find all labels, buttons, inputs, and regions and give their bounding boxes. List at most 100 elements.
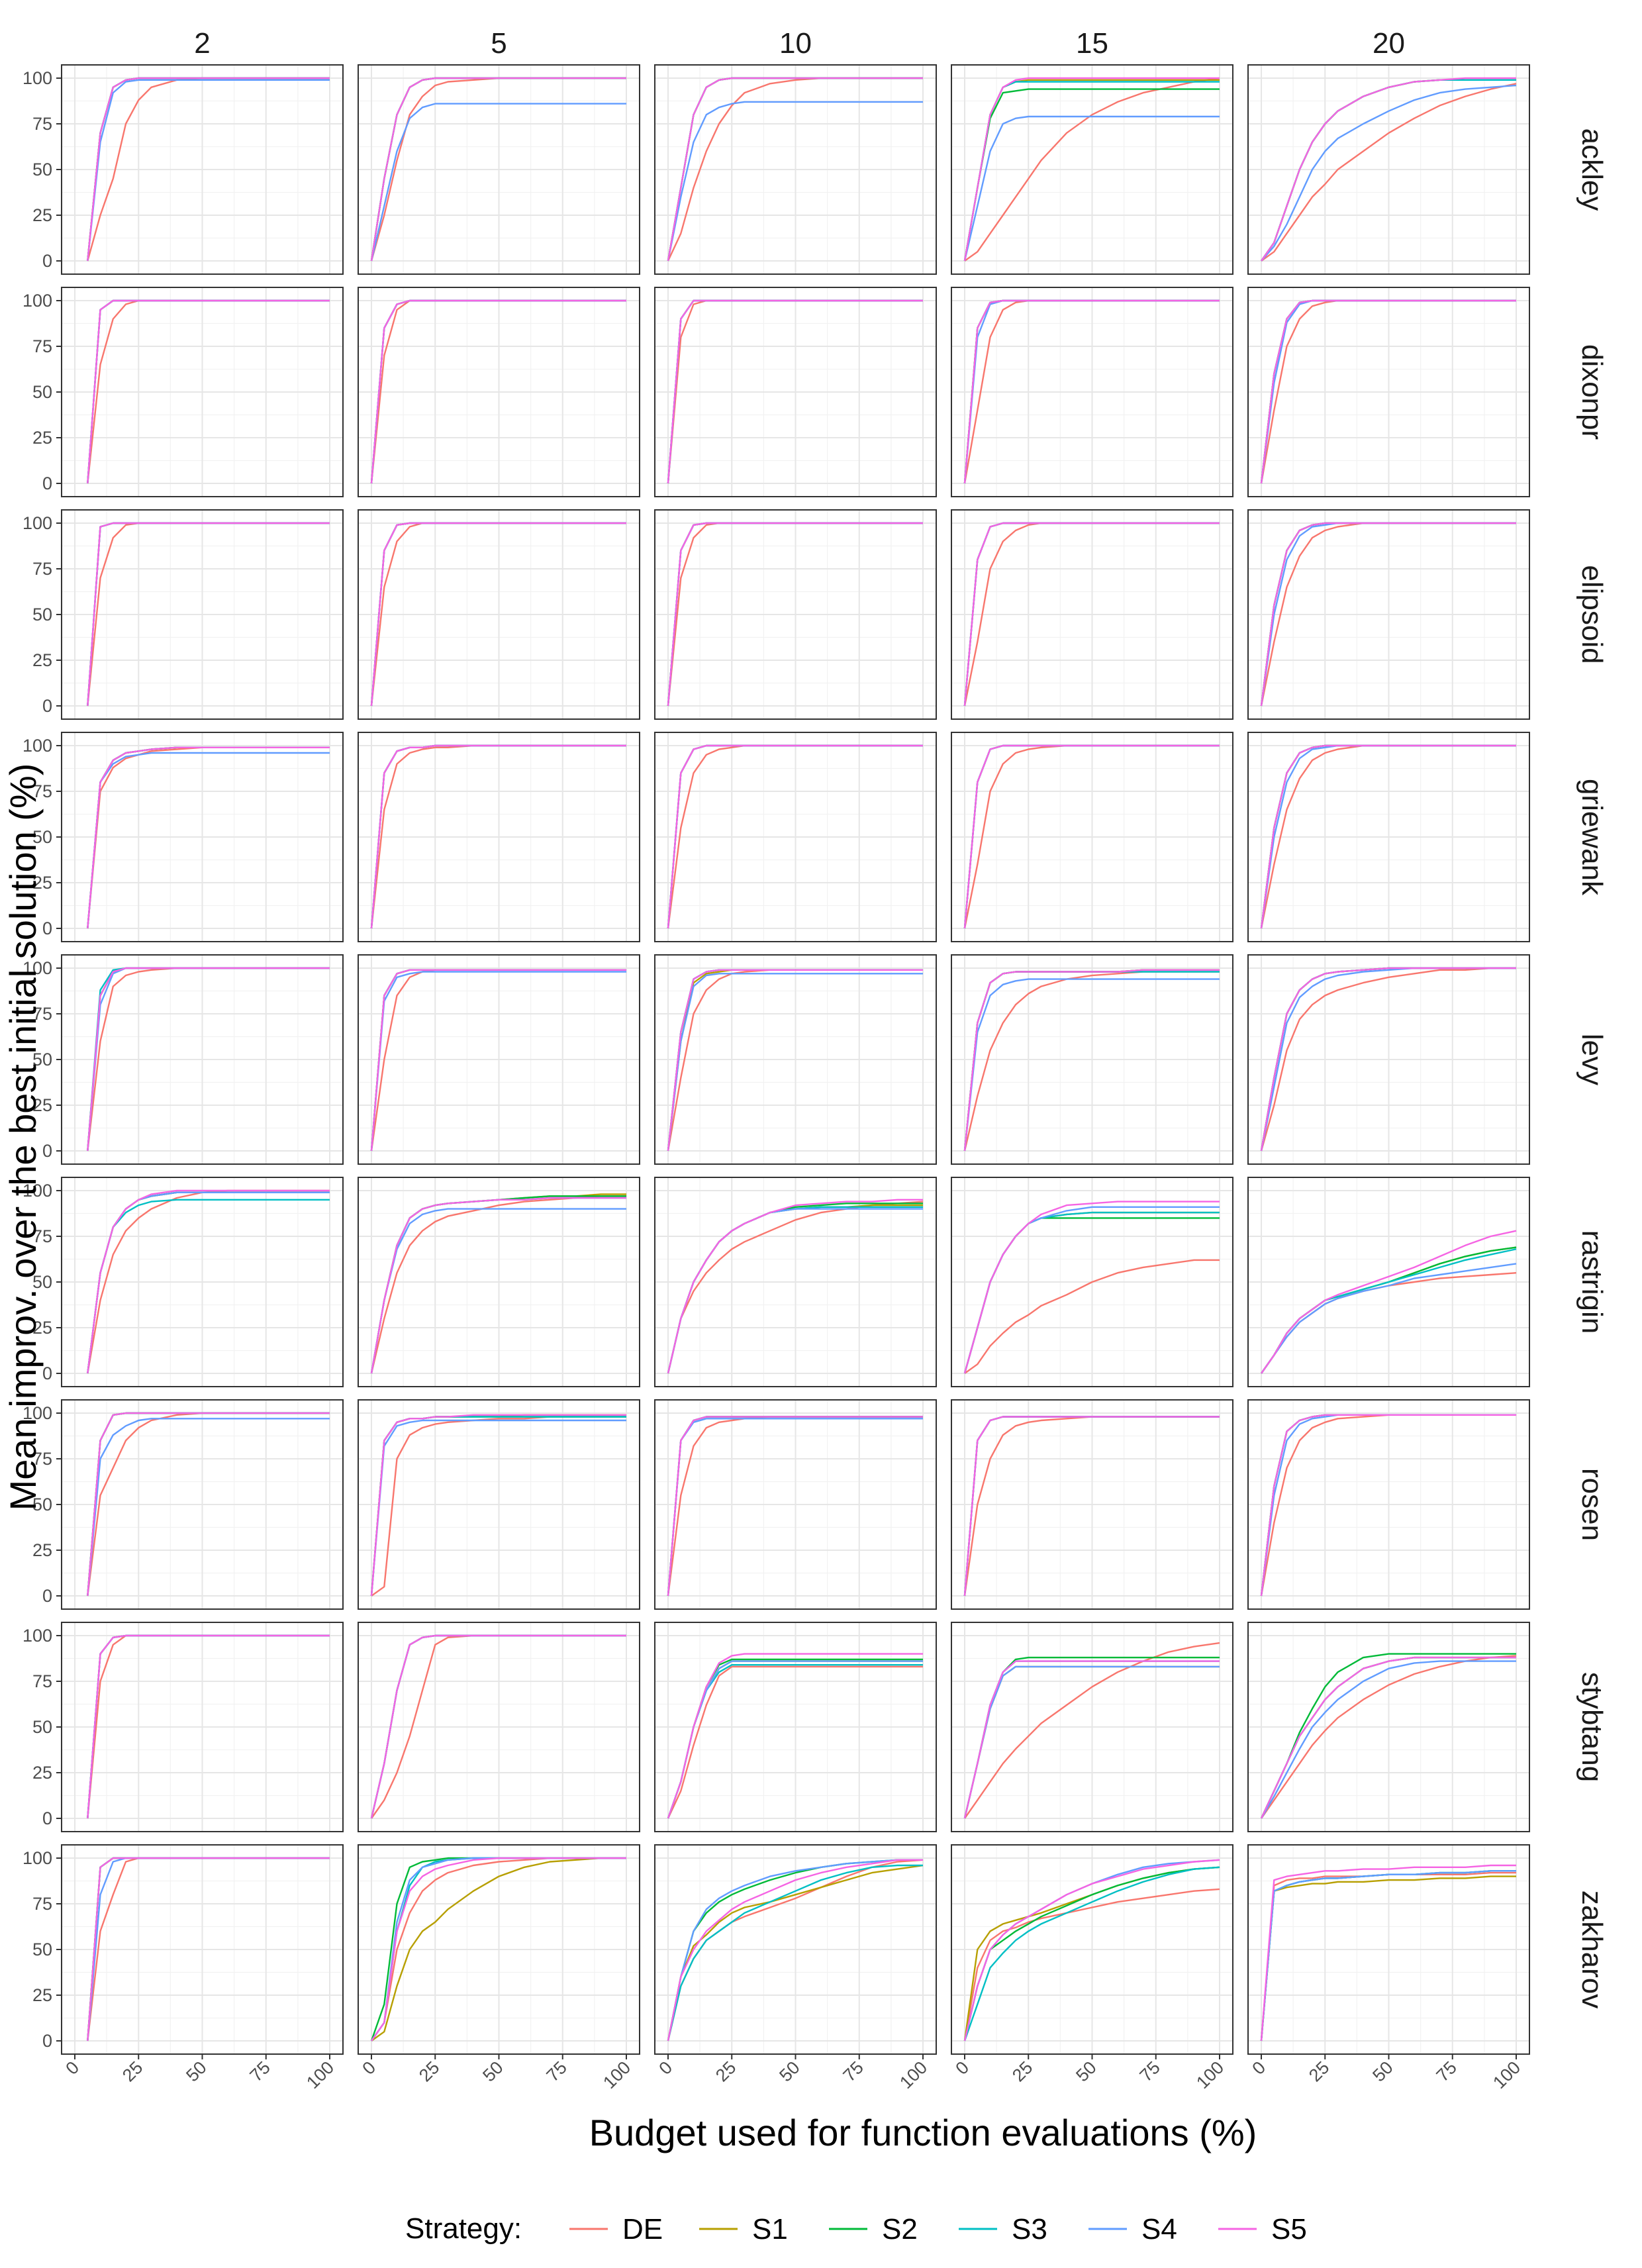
panel-zakharov-5 bbox=[358, 1844, 640, 2055]
y-tick-label: 75 bbox=[32, 1449, 52, 1469]
series-line-s4 bbox=[667, 1859, 923, 2042]
panel-border bbox=[1247, 64, 1530, 275]
series-line-s4 bbox=[963, 978, 1220, 1152]
series-line-s5 bbox=[1260, 299, 1516, 484]
x-axis-ticks: 0 25 50 75 100 0 25 50 75 100 0 25 50 75 100 0 25 50 75 100… bbox=[62, 2054, 1524, 2093]
series-line-s5 bbox=[87, 1634, 330, 1819]
series-line-s5 bbox=[963, 77, 1220, 262]
series-line-s5 bbox=[667, 744, 923, 929]
panel-border bbox=[358, 509, 640, 720]
x-tick-label: 75 bbox=[1136, 2057, 1164, 2085]
panel-border bbox=[951, 509, 1233, 720]
panel-border bbox=[654, 64, 937, 275]
y-tick-label: 50 bbox=[32, 1272, 52, 1292]
y-axis-title: Mean improv. over the best initial solut… bbox=[2, 764, 44, 1511]
y-tick-label: 25 bbox=[32, 1318, 52, 1338]
panel-elipsoid-20 bbox=[1247, 509, 1530, 720]
y-tick-label: 100 bbox=[23, 68, 52, 88]
series-line-s5 bbox=[1260, 1414, 1516, 1597]
series-line-de bbox=[1261, 83, 1517, 262]
panel-border bbox=[358, 64, 640, 275]
x-tick-label: 100 bbox=[599, 2057, 634, 2093]
panel-dixonpr-20 bbox=[1247, 287, 1530, 497]
series-line-s5 bbox=[667, 522, 923, 707]
y-tick-label: 0 bbox=[42, 1586, 52, 1606]
panel-border bbox=[358, 954, 640, 1165]
panel-border bbox=[951, 954, 1233, 1165]
row-label-rosen: rosen bbox=[1576, 1468, 1608, 1541]
series-line-s5 bbox=[370, 969, 626, 1152]
panel-zakharov-20 bbox=[1247, 1844, 1530, 2055]
panel-border bbox=[1247, 1622, 1530, 1832]
y-tick-label: 50 bbox=[32, 827, 52, 847]
series-line-s5 bbox=[963, 522, 1220, 707]
legend-items: DE S1 S2 S3 S4 S5 bbox=[569, 2213, 1307, 2245]
panel-levy-2 bbox=[61, 954, 344, 1165]
row-label-griewank: griewank bbox=[1576, 779, 1608, 896]
series-line-s5 bbox=[370, 1634, 626, 1819]
series-line-s1 bbox=[667, 1864, 924, 2042]
series-line-s5 bbox=[1260, 967, 1516, 1152]
panel-stybtang-5 bbox=[358, 1622, 640, 1832]
panel-border bbox=[951, 732, 1233, 942]
x-tick-label: 100 bbox=[1192, 2057, 1228, 2093]
series-line-s5 bbox=[667, 1199, 923, 1374]
panel-ackley-15 bbox=[951, 64, 1233, 275]
legend-item-de: DE bbox=[569, 2213, 663, 2245]
series-line-s4 bbox=[87, 1418, 330, 1597]
x-tick-label: 0 bbox=[62, 2057, 83, 2079]
x-tick-label: 0 bbox=[655, 2057, 676, 2079]
series-line-s5 bbox=[963, 1859, 1220, 2042]
panel-border bbox=[1247, 1399, 1530, 1610]
y-tick-label: 100 bbox=[23, 291, 52, 311]
panel-dixonpr-5 bbox=[358, 287, 640, 497]
y-tick-label: 0 bbox=[42, 1808, 52, 1828]
series-line-s5 bbox=[1261, 1230, 1517, 1374]
x-tick-label: 75 bbox=[1433, 2057, 1461, 2085]
panel-levy-10 bbox=[654, 954, 937, 1165]
y-tick-label: 0 bbox=[42, 473, 52, 493]
panel-rosen-2 bbox=[61, 1399, 344, 1610]
panel-rastrigin-15 bbox=[951, 1177, 1233, 1387]
y-tick-label: 50 bbox=[32, 1050, 52, 1069]
legend-label: S2 bbox=[882, 2213, 918, 2245]
x-tick-label: 75 bbox=[543, 2057, 571, 2085]
series-line-s5 bbox=[370, 1197, 626, 1374]
series-line-s5 bbox=[87, 77, 330, 262]
panel-zakharov-10 bbox=[654, 1844, 937, 2055]
panel-griewank-10 bbox=[654, 732, 937, 942]
row-label-levy: levy bbox=[1576, 1034, 1608, 1085]
panel-rosen-15 bbox=[951, 1399, 1233, 1610]
series-line-s5 bbox=[87, 1412, 330, 1597]
series-line-de bbox=[667, 1665, 923, 1819]
panel-border bbox=[358, 1622, 640, 1832]
series-line-s4 bbox=[1260, 1870, 1516, 2042]
series-line-s5 bbox=[963, 1201, 1220, 1374]
y-tick-label: 75 bbox=[32, 114, 52, 134]
series-line-s4 bbox=[667, 973, 923, 1152]
panel-elipsoid-2 bbox=[61, 509, 344, 720]
y-tick-label: 50 bbox=[32, 382, 52, 402]
y-tick-label: 25 bbox=[32, 1095, 52, 1115]
y-tick-label: 100 bbox=[23, 736, 52, 756]
col-label-10: 10 bbox=[779, 27, 812, 60]
x-tick-label: 75 bbox=[246, 2057, 274, 2085]
x-tick-label: 100 bbox=[896, 2057, 931, 2093]
panel-griewank-5 bbox=[358, 732, 640, 942]
series-line-s3 bbox=[667, 1864, 923, 2042]
series-line-s5 bbox=[1260, 744, 1516, 929]
legend-item-s4: S4 bbox=[1088, 2213, 1177, 2245]
x-tick-label: 25 bbox=[415, 2057, 443, 2085]
x-tick-label: 50 bbox=[182, 2057, 210, 2085]
x-tick-label: 50 bbox=[1369, 2057, 1396, 2085]
row-label-ackley: ackley bbox=[1576, 128, 1608, 211]
panel-griewank-2 bbox=[61, 732, 344, 942]
panel-elipsoid-10 bbox=[654, 509, 937, 720]
y-tick-label: 75 bbox=[32, 1894, 52, 1914]
legend-label: S5 bbox=[1271, 2213, 1307, 2245]
row-label-rastrigin: rastrigin bbox=[1576, 1230, 1608, 1334]
panel-stybtang-15 bbox=[951, 1622, 1233, 1832]
series-line-s4 bbox=[1260, 1660, 1516, 1819]
legend-item-s3: S3 bbox=[959, 2213, 1047, 2245]
series-line-de bbox=[963, 1888, 1220, 2042]
